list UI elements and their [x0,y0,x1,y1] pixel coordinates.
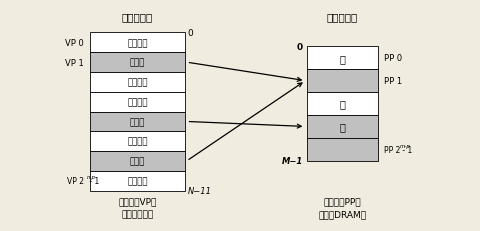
Text: 0: 0 [297,43,303,52]
Text: 虚拟存储器: 虚拟存储器 [122,12,153,22]
Text: n-p: n-p [87,174,96,179]
Text: - 1: - 1 [87,176,99,185]
Bar [90,171,185,191]
Text: 虚拟页（VP）: 虚拟页（VP） [118,197,156,206]
Text: 未分配的: 未分配的 [127,39,148,48]
Text: 物理存储器: 物理存储器 [327,12,358,22]
Text: 0: 0 [188,29,193,38]
Bar [307,70,378,93]
Text: VP 1: VP 1 [65,58,84,67]
Text: - 1: - 1 [400,145,412,154]
Text: 未分配的: 未分配的 [127,98,148,107]
Text: N−11: N−11 [188,186,212,195]
Bar [90,152,185,171]
Text: 缓存的: 缓存的 [130,58,145,67]
Text: 未缓存的: 未缓存的 [127,137,148,146]
Text: VP 2: VP 2 [67,176,84,185]
Bar [90,73,185,92]
Text: 未缓存的: 未缓存的 [127,78,148,87]
Bar [307,116,378,138]
Text: 空: 空 [340,122,346,132]
Text: 未缓存的: 未缓存的 [127,176,148,185]
Text: 缓存在DRAM中: 缓存在DRAM中 [319,209,367,218]
Bar [90,53,185,73]
Bar [90,112,185,132]
Bar [90,92,185,112]
Text: PP 1: PP 1 [384,77,402,86]
Text: 空: 空 [340,53,346,64]
Bar [307,47,378,70]
Text: 空: 空 [340,99,346,109]
Bar [90,33,185,53]
Text: PP 0: PP 0 [384,54,402,63]
Bar [90,132,185,152]
Text: m-p: m-p [400,143,411,148]
Bar [307,138,378,161]
Text: VP 0: VP 0 [65,39,84,48]
Text: M−1: M−1 [282,157,303,166]
Text: PP 2: PP 2 [384,145,400,154]
Text: 存储在磁盘上: 存储在磁盘上 [121,209,154,218]
Text: 缓存的: 缓存的 [130,117,145,126]
Text: 缓存的: 缓存的 [130,157,145,166]
Bar [307,93,378,116]
Text: 物理页（PP）: 物理页（PP） [324,197,361,206]
